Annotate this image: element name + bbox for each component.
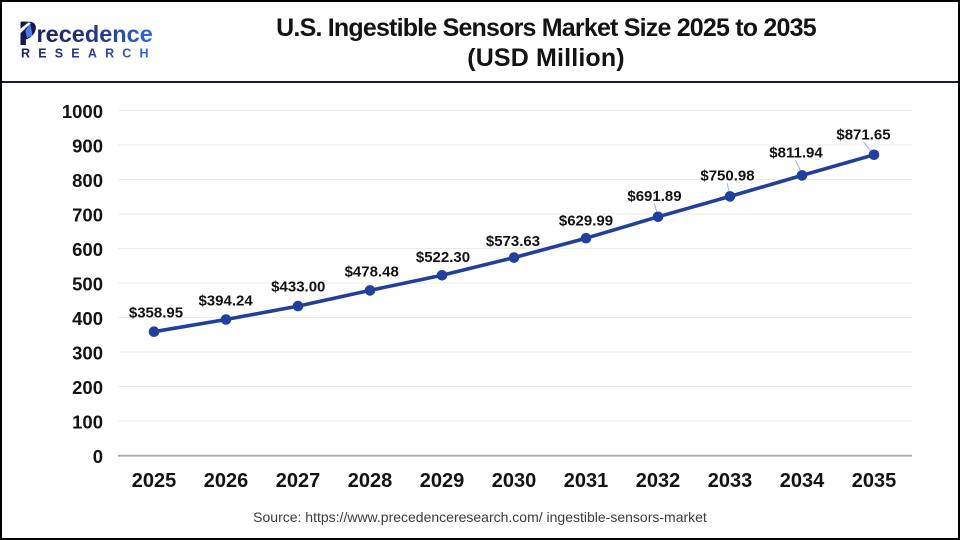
svg-text:2027: 2027 bbox=[276, 470, 321, 492]
svg-text:2028: 2028 bbox=[348, 470, 393, 492]
svg-text:500: 500 bbox=[72, 273, 103, 294]
svg-text:800: 800 bbox=[72, 170, 103, 191]
svg-text:100: 100 bbox=[72, 411, 103, 432]
svg-text:2034: 2034 bbox=[780, 470, 825, 492]
svg-text:2033: 2033 bbox=[708, 470, 753, 492]
svg-text:400: 400 bbox=[72, 308, 103, 329]
svg-text:0: 0 bbox=[93, 446, 103, 467]
svg-text:600: 600 bbox=[72, 239, 103, 260]
svg-text:$358.95: $358.95 bbox=[129, 305, 183, 322]
svg-text:300: 300 bbox=[72, 342, 103, 363]
svg-text:$871.65: $871.65 bbox=[836, 126, 890, 143]
svg-text:2031: 2031 bbox=[564, 470, 609, 492]
svg-text:2030: 2030 bbox=[492, 470, 537, 492]
svg-text:$750.98: $750.98 bbox=[700, 168, 754, 185]
svg-text:1000: 1000 bbox=[62, 101, 103, 122]
svg-text:$629.99: $629.99 bbox=[559, 212, 613, 229]
svg-text:2026: 2026 bbox=[204, 470, 249, 492]
svg-text:2025: 2025 bbox=[132, 470, 177, 492]
svg-text:$811.94: $811.94 bbox=[769, 144, 823, 161]
svg-text:$478.48: $478.48 bbox=[345, 264, 399, 281]
svg-text:200: 200 bbox=[72, 377, 103, 398]
svg-text:2032: 2032 bbox=[636, 470, 681, 492]
svg-text:2035: 2035 bbox=[852, 470, 897, 492]
svg-text:RESEARCH: RESEARCH bbox=[21, 47, 157, 61]
svg-text:$573.63: $573.63 bbox=[486, 233, 540, 250]
svg-text:2029: 2029 bbox=[420, 470, 465, 492]
svg-text:$433.00: $433.00 bbox=[271, 278, 325, 295]
svg-text:900: 900 bbox=[72, 135, 103, 156]
svg-text:700: 700 bbox=[72, 204, 103, 225]
svg-text:$394.24: $394.24 bbox=[198, 292, 253, 309]
svg-text:$522.30: $522.30 bbox=[416, 249, 470, 266]
svg-text:$691.89: $691.89 bbox=[627, 188, 681, 205]
svg-text:recedence: recedence bbox=[37, 21, 153, 47]
